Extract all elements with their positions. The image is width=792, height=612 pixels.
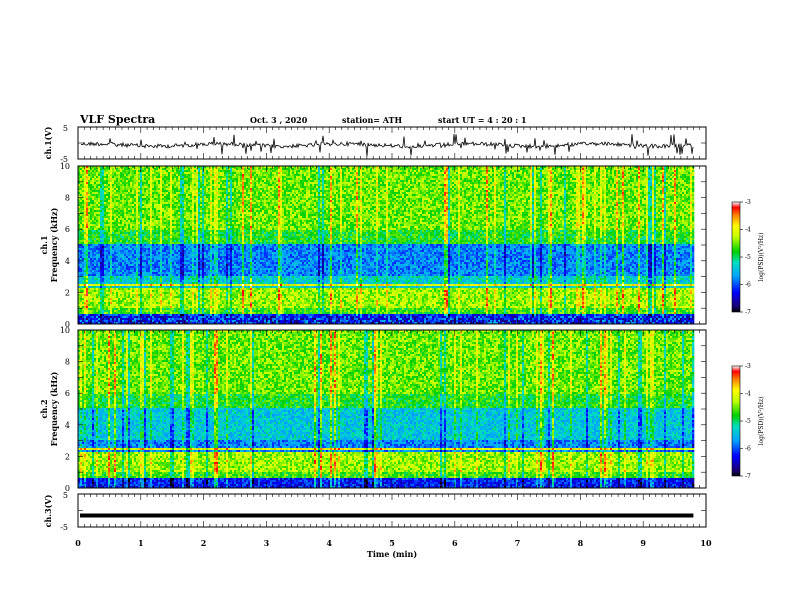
x-tick-label: 3 [264, 538, 270, 548]
ch2-ylabel-frequency: Frequency (kHz) [49, 371, 59, 446]
ch3-waveform-panel: 5 -5 ch.3(V) [43, 491, 706, 532]
x-tick-label: 10 [700, 538, 712, 548]
colorbar-tick-label: -3 [745, 199, 751, 206]
x-tick-label: 9 [640, 538, 646, 548]
ytick-label: 4 [65, 257, 70, 266]
colorbar-tick-label: -6 [745, 282, 751, 289]
ch1-colorbar-label: log(PSD)(V²/Hz) [758, 233, 765, 282]
ch1-spectrogram-image [78, 166, 694, 324]
x-tick-label: 7 [515, 538, 521, 548]
x-tick-label: 8 [578, 538, 584, 548]
ch1-ylabel-frequency: Frequency (kHz) [49, 207, 59, 282]
ytick-label: 4 [65, 421, 70, 430]
vlf-figure: VLF Spectra Oct. 3 , 2020 station= ATH s… [0, 0, 792, 612]
ch2-spectrogram-image [78, 330, 694, 488]
x-tick-label: 1 [138, 538, 144, 548]
start-ut-label: start UT = 4 : 20 : 1 [438, 115, 527, 125]
colorbar-tick-label: -6 [745, 446, 751, 453]
ch1-colorbar [732, 202, 740, 312]
ch3-ytick-bottom: -5 [60, 523, 68, 532]
colorbar-tick-label: -5 [745, 418, 751, 425]
x-tick-label: 5 [389, 538, 395, 548]
x-tick-label: 2 [201, 538, 207, 548]
x-axis-tick-labels: 0 1 2 3 4 5 6 7 8 9 10 [75, 538, 712, 548]
ytick-label: 2 [65, 452, 70, 461]
ytick-label: 8 [65, 194, 70, 203]
ch3-ytick-top: 5 [63, 491, 68, 500]
ch1-ylabel-channel: ch.1 [39, 235, 49, 254]
ytick-label: 10 [60, 162, 70, 171]
x-tick-label: 4 [326, 538, 332, 548]
ch1-colorbar-ticks: -3 -4 -5 -6 -7 [740, 199, 751, 316]
figure-title: VLF Spectra [79, 113, 155, 126]
x-tick-label: 6 [452, 538, 458, 548]
ch1-ytick-top: 5 [63, 124, 68, 133]
ch1-ylabel: ch.1(V) [43, 126, 53, 159]
ytick-label: 6 [65, 389, 70, 398]
colorbar-tick-label: -4 [745, 391, 751, 398]
x-axis-label: Time (min) [367, 549, 417, 559]
ch1-waveform-panel: 5 -5 ch.1(V) [43, 124, 706, 164]
ch2-colorbar [732, 366, 740, 476]
ytick-label: 6 [65, 225, 70, 234]
ytick-label: 10 [60, 326, 70, 335]
ytick-label: 8 [65, 358, 70, 367]
ch2-colorbar-label: log(PSD)(V²/Hz) [758, 397, 765, 446]
colorbar-tick-label: -5 [745, 254, 751, 261]
colorbar-tick-label: -4 [745, 227, 751, 234]
ytick-label: 2 [65, 288, 70, 297]
station-label: station= ATH [342, 115, 402, 125]
date-label: Oct. 3 , 2020 [250, 115, 308, 125]
colorbar-tick-label: -3 [745, 363, 751, 370]
ch3-ylabel: ch.3(V) [43, 494, 53, 527]
ch2-colorbar-ticks: -3 -4 -5 -6 -7 [740, 363, 751, 480]
ch2-ylabel-channel: ch.2 [39, 399, 49, 418]
ch3-waveform-line [80, 514, 693, 518]
x-tick-label: 0 [75, 538, 81, 548]
colorbar-tick-label: -7 [745, 309, 751, 316]
colorbar-tick-label: -7 [745, 473, 751, 480]
